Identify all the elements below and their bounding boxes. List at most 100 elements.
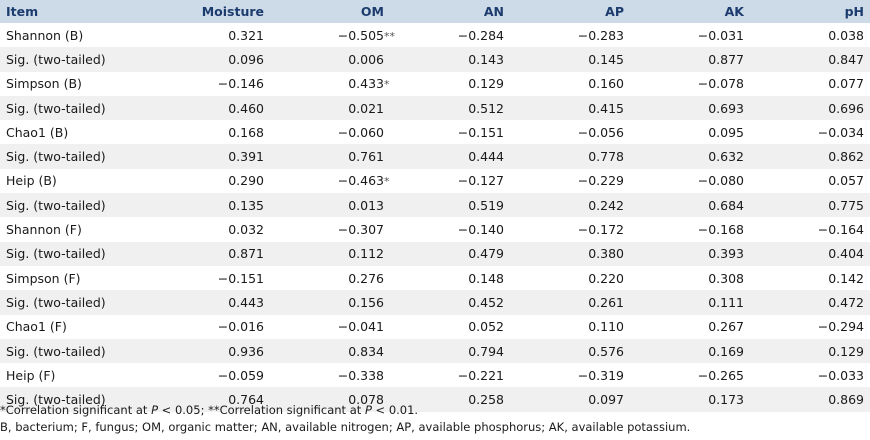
table-cell: 0.871 [150, 241, 270, 266]
table-cell: 0.433* [348, 76, 390, 92]
table-row: Chao1 (F) −0.016 −0.041 0.052 0.110 0.267 −0.2… [0, 315, 870, 339]
footnote-abbreviations: B, bacterium; F, fungus; OM, organic mat… [0, 420, 691, 434]
table-cell: 0.393 [630, 241, 750, 266]
cell-value: 0.077 [828, 76, 864, 92]
table-cell: 0.472 [750, 290, 870, 315]
table-cell: −0.056 [510, 120, 630, 144]
table-cell: 0.576 [510, 338, 630, 364]
table-cell: 0.097 [510, 387, 630, 412]
table-cell: 0.077 [750, 72, 870, 96]
cell-value: −0.033 [817, 367, 864, 383]
cell-value: 0.258 [468, 392, 504, 408]
table-cell: 0.452 [390, 290, 510, 315]
row-label: Sig. (two-tailed) [0, 387, 150, 412]
table-cell: −0.127 [390, 169, 510, 193]
p-symbol: P [151, 403, 159, 417]
cell-value: −0.168 [697, 222, 744, 238]
table-cell: −0.033 [750, 363, 870, 387]
cell-value: 0.057 [828, 173, 864, 189]
cell-value: −0.060 [337, 124, 384, 140]
table-cell: 0.444 [390, 144, 510, 169]
table-cell: 0.143 [390, 47, 510, 72]
table-cell: −0.151 [390, 120, 510, 144]
cell-value: 0.095 [708, 124, 744, 140]
cell-value: 0.160 [588, 76, 624, 92]
cell-value: 0.261 [588, 294, 624, 310]
table-cell: 0.869 [750, 387, 870, 412]
cell-value: −0.172 [577, 222, 624, 238]
cell-value: −0.140 [457, 222, 504, 238]
table-cell: 0.519 [390, 193, 510, 218]
table-cell: 0.684 [630, 193, 750, 218]
table-cell: 0.460 [150, 95, 270, 121]
row-label: Simpson (B) [6, 76, 82, 92]
cell-value: 0.156 [348, 294, 384, 310]
row-label: Sig. (two-tailed) [0, 193, 150, 218]
table-cell: −0.294 [750, 315, 870, 339]
table-cell: −0.031 [630, 23, 750, 47]
cell-value: 0.775 [828, 197, 864, 213]
table-cell: 0.276 [270, 266, 390, 290]
table-row: Simpson (B) −0.146 0.433* 0.129 0.160 −0.078 0… [0, 72, 870, 96]
table-row: Sig. (two-tailed) 0.936 0.834 0.794 0.576 0.1… [0, 338, 870, 364]
cell-value: 0.936 [228, 343, 264, 359]
table-row: Chao1 (B) 0.168 −0.060 −0.151 −0.056 0.095 −0.… [0, 120, 870, 144]
table-cell: 0.096 [150, 47, 270, 72]
cell-value: 0.433 [348, 76, 384, 92]
table-cell: 0.168 [150, 120, 270, 144]
correlation-table: Item Moisture OM AN AP AK pH Shannon (B)… [0, 0, 870, 412]
table-cell: 0.778 [510, 144, 630, 169]
table-cell: 0.443 [150, 290, 270, 315]
table-cell: 0.145 [510, 47, 630, 72]
cell-value: 0.290 [228, 173, 264, 189]
cell-value: −0.221 [457, 367, 504, 383]
table-cell: −0.338 [270, 363, 390, 387]
cell-value: 0.220 [588, 270, 624, 286]
cell-value: 0.794 [468, 343, 504, 359]
table-cell: −0.307 [270, 217, 390, 241]
cell-value: 0.869 [828, 392, 864, 408]
cell-value: 0.452 [468, 294, 504, 310]
cell-value: −0.463 [337, 173, 384, 189]
table-cell: 0.156 [270, 290, 390, 315]
row-label: Sig. (two-tailed) [0, 47, 150, 72]
cell-value: 0.013 [348, 197, 384, 213]
table-cell: −0.221 [390, 363, 510, 387]
table-cell: −0.151 [150, 266, 270, 290]
cell-value: −0.059 [217, 367, 264, 383]
cell-value: 0.145 [588, 51, 624, 67]
header-an: AN [390, 0, 510, 23]
cell-value: 0.129 [468, 76, 504, 92]
cell-value: 0.032 [228, 222, 264, 238]
cell-value: 0.242 [588, 197, 624, 213]
cell-value: 0.110 [588, 319, 624, 335]
table-cell: 0.220 [510, 266, 630, 290]
cell-value: 0.444 [468, 149, 504, 165]
table-cell: 0.693 [630, 95, 750, 121]
table-cell: −0.168 [630, 217, 750, 241]
table-cell: −0.060 [270, 120, 390, 144]
header-ph: pH [750, 0, 870, 23]
table-cell: −0.172 [510, 217, 630, 241]
cell-value: 0.862 [828, 149, 864, 165]
footnote-mark-double: ** [208, 403, 220, 417]
table-cell: 0.696 [750, 95, 870, 121]
footnote-sig1-threshold: < 0.05; [158, 403, 209, 417]
row-label: Chao1 (B) [6, 124, 69, 140]
cell-value: 0.111 [708, 294, 744, 310]
table-cell: −0.283 [510, 23, 630, 47]
table-cell: 0.135 [150, 193, 270, 218]
table-cell: 0.290 [150, 169, 270, 193]
cell-value: 0.472 [828, 294, 864, 310]
cell-value: −0.229 [577, 173, 624, 189]
table-cell: 0.761 [270, 144, 390, 169]
cell-value: −0.164 [817, 222, 864, 238]
row-label: Sig. (two-tailed) [0, 338, 150, 364]
table-cell: 0.111 [630, 290, 750, 315]
cell-value: 0.173 [708, 392, 744, 408]
table-cell: 0.512 [390, 95, 510, 121]
table-cell: 0.006 [270, 47, 390, 72]
table-cell: −0.140 [390, 217, 510, 241]
header-moisture: Moisture [150, 0, 270, 23]
